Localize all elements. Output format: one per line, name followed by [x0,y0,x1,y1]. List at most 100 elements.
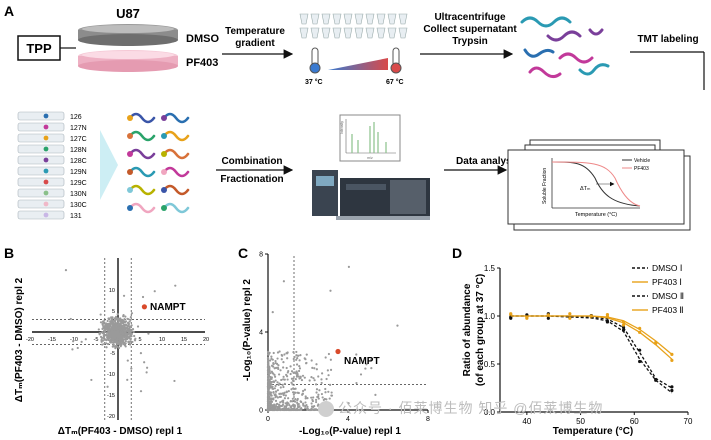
protein-point [325,377,328,381]
protein-point [117,324,120,327]
x-tick-label: -5 [94,337,99,343]
protein-point [268,369,271,373]
protein-point [273,387,276,390]
protein-point [126,317,129,320]
protein-point [290,377,294,380]
protein-point [279,369,282,372]
protein-point [364,367,367,370]
x-tick-label: 15 [181,337,187,343]
protein-point [320,392,324,396]
protein-point [280,358,283,361]
protein-point [313,379,316,382]
x-tick-label: 5 [138,337,141,343]
nampt-point [141,304,147,310]
tag-dot [161,115,167,121]
protein-point [114,336,117,340]
protein-point [292,357,295,361]
protein-point [129,331,132,335]
protein-point [116,330,119,333]
protein-point [76,346,79,350]
protein-point [139,390,143,393]
protein-point [267,381,270,384]
protein-point [106,319,109,323]
protein-point [270,370,273,373]
protein-point [283,382,286,385]
protein-point [99,331,102,335]
protein-point [132,330,135,333]
y-tick-label: 1.0 [484,312,496,321]
x-tick-label: -10 [70,337,78,343]
pcr-tube [376,27,386,39]
protein-point [324,387,327,391]
tmt-tube-dot [43,146,49,152]
protein-point [306,407,309,410]
protein-point [320,378,323,381]
protein-point [280,378,283,382]
y-tick-label: 8 [259,252,263,259]
protein-point [295,358,298,361]
protein-point [130,324,133,327]
protein-point [295,370,298,373]
protein-point [122,332,125,335]
protein-point [296,401,299,404]
protein-point [277,364,280,367]
protein-point [326,369,329,372]
data-point [589,314,593,318]
protein-point [121,331,124,334]
data-point [568,312,572,316]
y-tick-label: 0.5 [484,360,496,369]
tmt-channel-label: 128C [70,158,87,165]
protein-point [299,353,302,357]
labeled-peptides-icon [127,112,190,214]
protein-point [312,408,316,412]
protein-point [127,327,130,330]
protein-point [125,332,128,335]
protein-point [64,269,68,272]
pcr-tube [310,13,320,25]
protein-point [267,390,270,393]
protein-point [267,373,271,377]
protein-point [173,379,176,383]
tmt-tube [17,188,65,198]
protein-point [314,398,318,401]
protein-point [328,397,331,400]
protein-point [285,390,288,393]
protein-point [145,371,148,374]
labeled-peptide [128,148,156,160]
protein-point [101,343,104,346]
protein-point [272,380,276,384]
tmt-tube-dot [43,113,49,119]
protein-point [101,331,104,334]
protein-point [279,408,282,412]
data-point [670,358,674,362]
tag-dot [161,151,167,157]
protein-point [295,354,298,357]
data-point [621,325,626,330]
pcr-tube [354,13,364,25]
protein-point [297,369,301,373]
protein-point [275,403,278,406]
x-tick-label: 10 [159,337,165,343]
curve-3 [510,315,673,394]
step2-line3: Trypsin [452,36,488,47]
y-tick-label: 0 [259,408,263,415]
protein-point [103,330,106,333]
pcr-tube [387,27,397,39]
protein-point [289,405,292,409]
protein-point [123,317,126,321]
tmt-tube [17,133,65,143]
protein-point [129,315,132,319]
protein-point [315,388,319,391]
pcr-tube [376,13,386,25]
protein-point [298,367,302,370]
protein-point [269,359,272,362]
protein-point [282,366,285,369]
labeled-peptide [162,184,190,196]
tmt-label: TMT labeling [637,34,698,45]
protein-point [113,319,117,322]
protein-point [286,357,289,360]
protein-point [122,338,125,341]
data-point [605,320,610,324]
tmt-tube-dot [43,190,49,196]
protein-point [274,379,277,382]
